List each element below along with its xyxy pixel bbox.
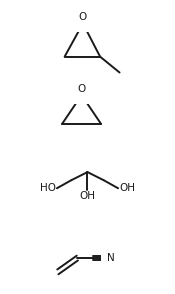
Text: OH: OH — [119, 183, 135, 193]
Text: HO: HO — [40, 183, 56, 193]
Text: O: O — [78, 83, 86, 93]
Text: O: O — [79, 12, 87, 22]
Text: N: N — [107, 253, 114, 263]
Text: OH: OH — [79, 191, 96, 201]
